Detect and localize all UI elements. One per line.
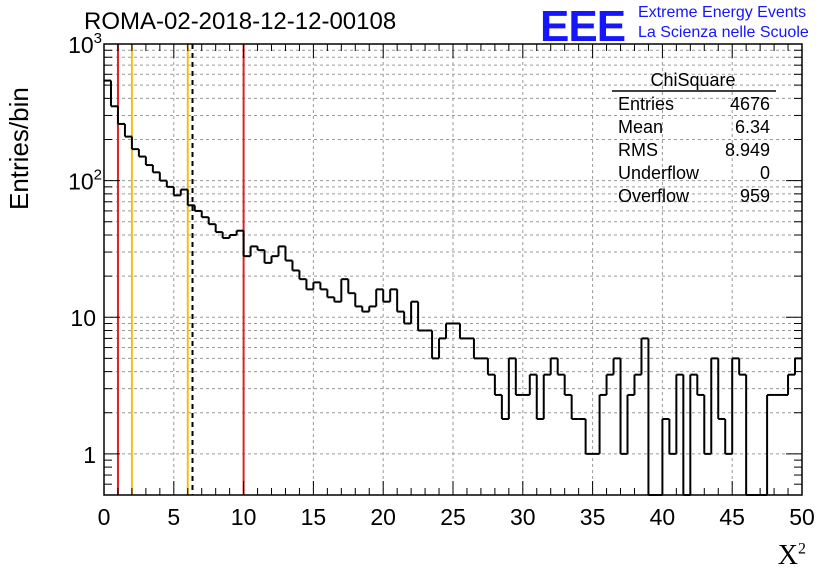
x-tick-label: 25: [440, 504, 466, 530]
eee-logo: EEE: [540, 2, 626, 51]
axes: 0 5 10 15 20 25 30 35 40 45 50 1 10 102 103: [68, 30, 815, 530]
stats-header: ChiSquare: [650, 70, 735, 90]
x-tick-label: 35: [580, 504, 606, 530]
y-tick-label: 10: [70, 305, 96, 331]
x-tick-label: 50: [789, 504, 815, 530]
stats-value: 0: [760, 163, 770, 183]
y-tick-label: 1: [83, 442, 96, 468]
x-tick-label: 15: [301, 504, 327, 530]
x-tick-label: 30: [510, 504, 536, 530]
stats-box: ChiSquare Entries 4676 Mean 6.34 RMS 8.949 Unde…: [612, 70, 776, 206]
stats-label: Underflow: [618, 163, 700, 183]
marker-lines: [116, 44, 245, 495]
stats-value: 4676: [730, 94, 770, 114]
x-tick-label: 0: [98, 504, 111, 530]
logo-line-1: Extreme Energy Events: [638, 4, 807, 21]
stats-value: 6.34: [735, 117, 770, 137]
x-axis-label-sup: 2: [798, 540, 806, 558]
y-tick-label: 103: [68, 30, 102, 58]
x-tick-label: 20: [370, 504, 396, 530]
y-tick-label: 102: [68, 167, 102, 195]
stats-label: Mean: [618, 117, 663, 137]
logo-line-2: La Scienza nelle Scuole: [638, 24, 809, 41]
x-tick-label: 10: [231, 504, 257, 530]
stats-value: 8.949: [725, 140, 770, 160]
stats-label: Entries: [618, 94, 674, 114]
x-axis-label-base: X: [777, 540, 798, 571]
stats-value: 959: [740, 186, 770, 206]
chart-title: ROMA-02-2018-12-12-00108: [84, 8, 397, 35]
stats-label: RMS: [618, 140, 658, 160]
stats-label: Overflow: [618, 186, 690, 206]
histogram-series: [104, 79, 802, 496]
x-tick-label: 40: [650, 504, 676, 530]
x-tick-label: 45: [719, 504, 745, 530]
x-axis-label: X2: [778, 540, 806, 572]
x-tick-label: 5: [167, 504, 180, 530]
grid-lines: [104, 43, 802, 495]
